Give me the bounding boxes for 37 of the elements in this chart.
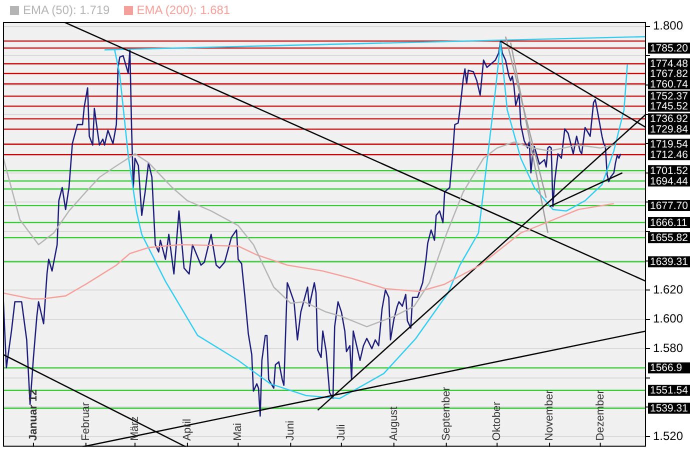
ref-line-label: 1712.46 [650,149,688,162]
ref-line-label: 1551.54 [650,384,688,397]
legend: EMA (50): 1.719 EMA (200): 1.681 [10,3,230,17]
x-tick-label: Juni [284,420,297,441]
y-tick-label: 1.600 [653,312,684,326]
x-tick-label: Februar [80,402,92,441]
y-tick-label: 1.580 [653,340,684,355]
ref-line-label: 1701.52 [650,165,688,178]
x-tick-label: Juli [335,424,348,441]
x-tick-label: Januar 12 [27,389,40,441]
ref-line-label: 1745.52 [650,100,688,113]
ref-line-label: 1752.37 [650,90,688,103]
ref-line-label: 1767.82 [650,68,688,80]
x-tick-label: September [440,386,452,441]
y-tick-label: 1.620 [653,282,684,296]
ref-line-label: 1539.31 [650,402,688,415]
ref-line-label: 1785.20 [650,42,688,54]
ref-line-label: 1774.48 [650,58,688,70]
ref-line-label: 1639.31 [650,256,688,268]
ref-line-label: 1566.9 [650,362,682,374]
ref-line-label: 1729.84 [650,124,688,136]
x-tick-label: März [129,416,142,441]
ref-line-label: 1655.82 [650,232,688,244]
ref-line-label: 1677.70 [650,200,688,212]
y-tick-label: 1.800 [653,18,684,33]
ref-line-label: 1736.92 [650,113,688,126]
x-tick-label: November [544,390,556,441]
ref-line-label: 1760.74 [650,78,688,90]
x-tick-label: Dezember [594,390,606,441]
x-tick-label: Mai [232,423,244,441]
y-tick-label: 1.520 [653,428,684,443]
ref-line-label: 1666.11 [650,216,688,229]
x-tick-label: Oktober [491,401,504,441]
x-tick-label: August [388,406,400,441]
ref-line-label: 1719.54 [650,138,688,151]
ref-line-label: 1694.44 [650,175,688,188]
x-tick-label: April [181,418,194,441]
